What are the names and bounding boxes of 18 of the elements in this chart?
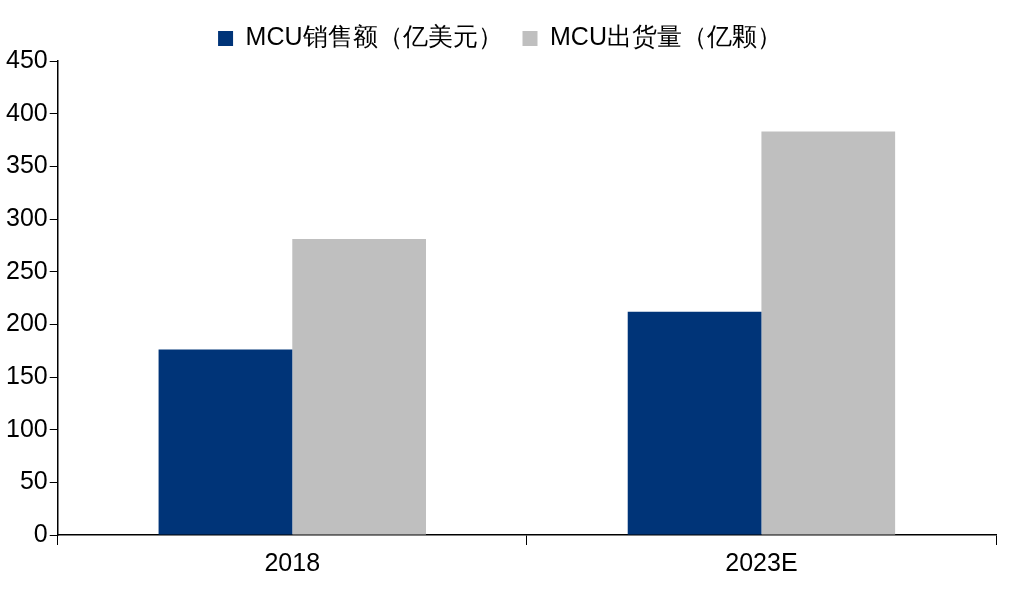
x-tick-label: 2018 bbox=[264, 547, 321, 576]
y-tick-label: 150 bbox=[5, 360, 48, 389]
y-tick-label: 300 bbox=[5, 202, 48, 231]
bar bbox=[292, 239, 426, 535]
y-tick-label: 100 bbox=[5, 413, 48, 442]
bar bbox=[627, 311, 762, 535]
legend-label: MCU出货量（亿颗） bbox=[550, 22, 782, 51]
y-tick-label: 250 bbox=[5, 255, 48, 284]
y-tick-label: 200 bbox=[5, 308, 48, 337]
y-tick-label: 0 bbox=[33, 518, 48, 547]
legend-label: MCU销售额（亿美元） bbox=[245, 22, 503, 51]
bar bbox=[158, 349, 293, 535]
y-tick-label: 450 bbox=[5, 44, 48, 73]
y-tick-label: 350 bbox=[5, 150, 48, 179]
x-tick-label: 2023E bbox=[725, 547, 798, 576]
bar bbox=[761, 131, 896, 535]
y-tick-label: 400 bbox=[5, 97, 48, 126]
y-tick-label: 50 bbox=[19, 466, 48, 495]
